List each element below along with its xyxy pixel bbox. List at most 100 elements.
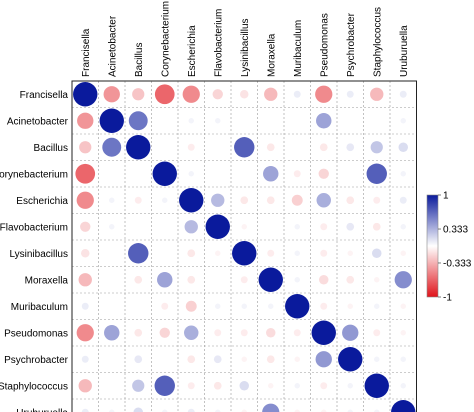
correlation-circle (346, 222, 355, 231)
correlation-circle (79, 141, 92, 154)
correlation-circle (373, 196, 381, 204)
correlation-circle (266, 355, 275, 364)
correlation-circle (154, 84, 175, 105)
correlation-circle (320, 302, 328, 310)
correlation-circle (266, 328, 276, 338)
correlation-circle (162, 409, 168, 412)
correlation-circle (104, 325, 120, 341)
column-label: Flavobacterium (213, 9, 224, 77)
correlation-circle (162, 197, 168, 203)
correlation-circle (342, 324, 359, 341)
correlation-circle (128, 111, 148, 131)
correlation-circle (109, 197, 115, 203)
correlation-circle (364, 373, 389, 398)
correlation-circle (258, 267, 283, 292)
row-label: Escherichia (16, 196, 68, 207)
correlation-circle (212, 89, 223, 100)
correlation-circle (211, 193, 225, 207)
correlation-circle (77, 112, 94, 129)
column-label: Muribaculum (293, 20, 304, 77)
correlation-circle (394, 271, 412, 289)
correlation-circle (184, 325, 199, 340)
correlation-circle (293, 90, 301, 98)
correlation-circle (213, 381, 222, 390)
correlation-circle (241, 224, 247, 230)
correlation-circle (215, 250, 221, 256)
correlation-circle (400, 383, 406, 389)
correlation-circle (73, 82, 98, 107)
correlation-circle (263, 166, 279, 182)
row-label: Uruburuella (16, 408, 68, 412)
correlation-circle (99, 108, 124, 133)
correlation-circle (157, 272, 173, 288)
correlation-circle (215, 118, 221, 124)
correlation-circle (187, 382, 195, 390)
column-label: Corynebacterium (160, 1, 171, 77)
correlation-circle (76, 324, 94, 342)
correlation-circle (374, 277, 380, 283)
correlation-circle (293, 170, 301, 178)
correlation-circle (126, 135, 151, 160)
correlation-circle (320, 249, 328, 257)
correlation-circle (81, 408, 89, 412)
correlation-circle (347, 383, 353, 389)
correlation-circle (133, 407, 143, 412)
column-label: Francisella (81, 28, 92, 77)
correlation-circle (154, 375, 175, 396)
correlation-circle (374, 356, 380, 362)
correlation-circle (134, 275, 143, 284)
correlation-circle (240, 90, 249, 99)
correlation-circle (400, 171, 406, 177)
column-labels: Francisella Acinetobacter Bacillus Coryneba… (81, 1, 410, 77)
correlation-circle (370, 141, 383, 154)
correlation-circle (346, 90, 354, 98)
correlation-circle (234, 137, 255, 158)
correlation-circle (159, 327, 170, 338)
column-label: Psychrobacter (346, 12, 357, 77)
correlation-circle (346, 196, 355, 205)
correlation-circle (346, 143, 355, 152)
correlation-circle (294, 250, 300, 256)
row-label: Corynebacterium (0, 169, 68, 180)
correlation-circle (315, 85, 333, 103)
correlation-circle (240, 276, 248, 284)
correlation-circle (399, 90, 407, 98)
correlation-circle (321, 409, 327, 412)
correlation-circle (374, 303, 380, 309)
correlation-circle (347, 409, 353, 412)
correlation-circle (372, 248, 382, 258)
correlation-circle (215, 409, 221, 412)
row-label: Pseudomonas (4, 328, 68, 339)
column-label: Staphylococcus (372, 7, 383, 77)
correlation-circle (188, 171, 194, 177)
correlation-circle (134, 196, 142, 204)
correlation-circle (294, 277, 300, 283)
column-label: Moraxella (266, 33, 277, 77)
correlation-circle (320, 382, 328, 390)
correlation-circle (315, 351, 332, 368)
correlation-circle (81, 355, 89, 363)
correlation-circle (187, 355, 196, 364)
correlation-circle (187, 408, 195, 412)
correlation-circle (372, 222, 381, 231)
colorbar-ticks: 1 0.333 -0.333 -1 (438, 191, 472, 304)
correlation-circle (319, 143, 328, 152)
correlation-circle (78, 273, 92, 287)
correlation-circle (347, 250, 353, 256)
correlation-circle (241, 303, 247, 309)
correlation-circle (319, 275, 329, 285)
row-label: Bacillus (34, 143, 68, 154)
row-label: Acinetobacter (7, 116, 69, 127)
correlation-circle (294, 383, 300, 389)
correlation-circle (102, 137, 122, 157)
grid-layer (72, 81, 417, 412)
correlation-circle (400, 118, 406, 124)
correlation-circle (374, 409, 380, 412)
column-label: Acinetobacter (107, 15, 118, 77)
correlation-circle (293, 329, 301, 337)
correlation-circle (152, 161, 177, 186)
correlation-circle (268, 383, 274, 389)
row-label: Flavobacterium (0, 222, 68, 233)
correlation-circle (76, 191, 94, 209)
